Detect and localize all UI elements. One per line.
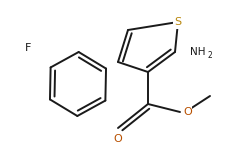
Text: F: F (25, 43, 31, 53)
Text: S: S (175, 17, 182, 27)
Text: O: O (183, 107, 192, 117)
Text: O: O (114, 134, 122, 144)
Text: 2: 2 (207, 52, 212, 60)
Text: NH: NH (190, 47, 206, 57)
